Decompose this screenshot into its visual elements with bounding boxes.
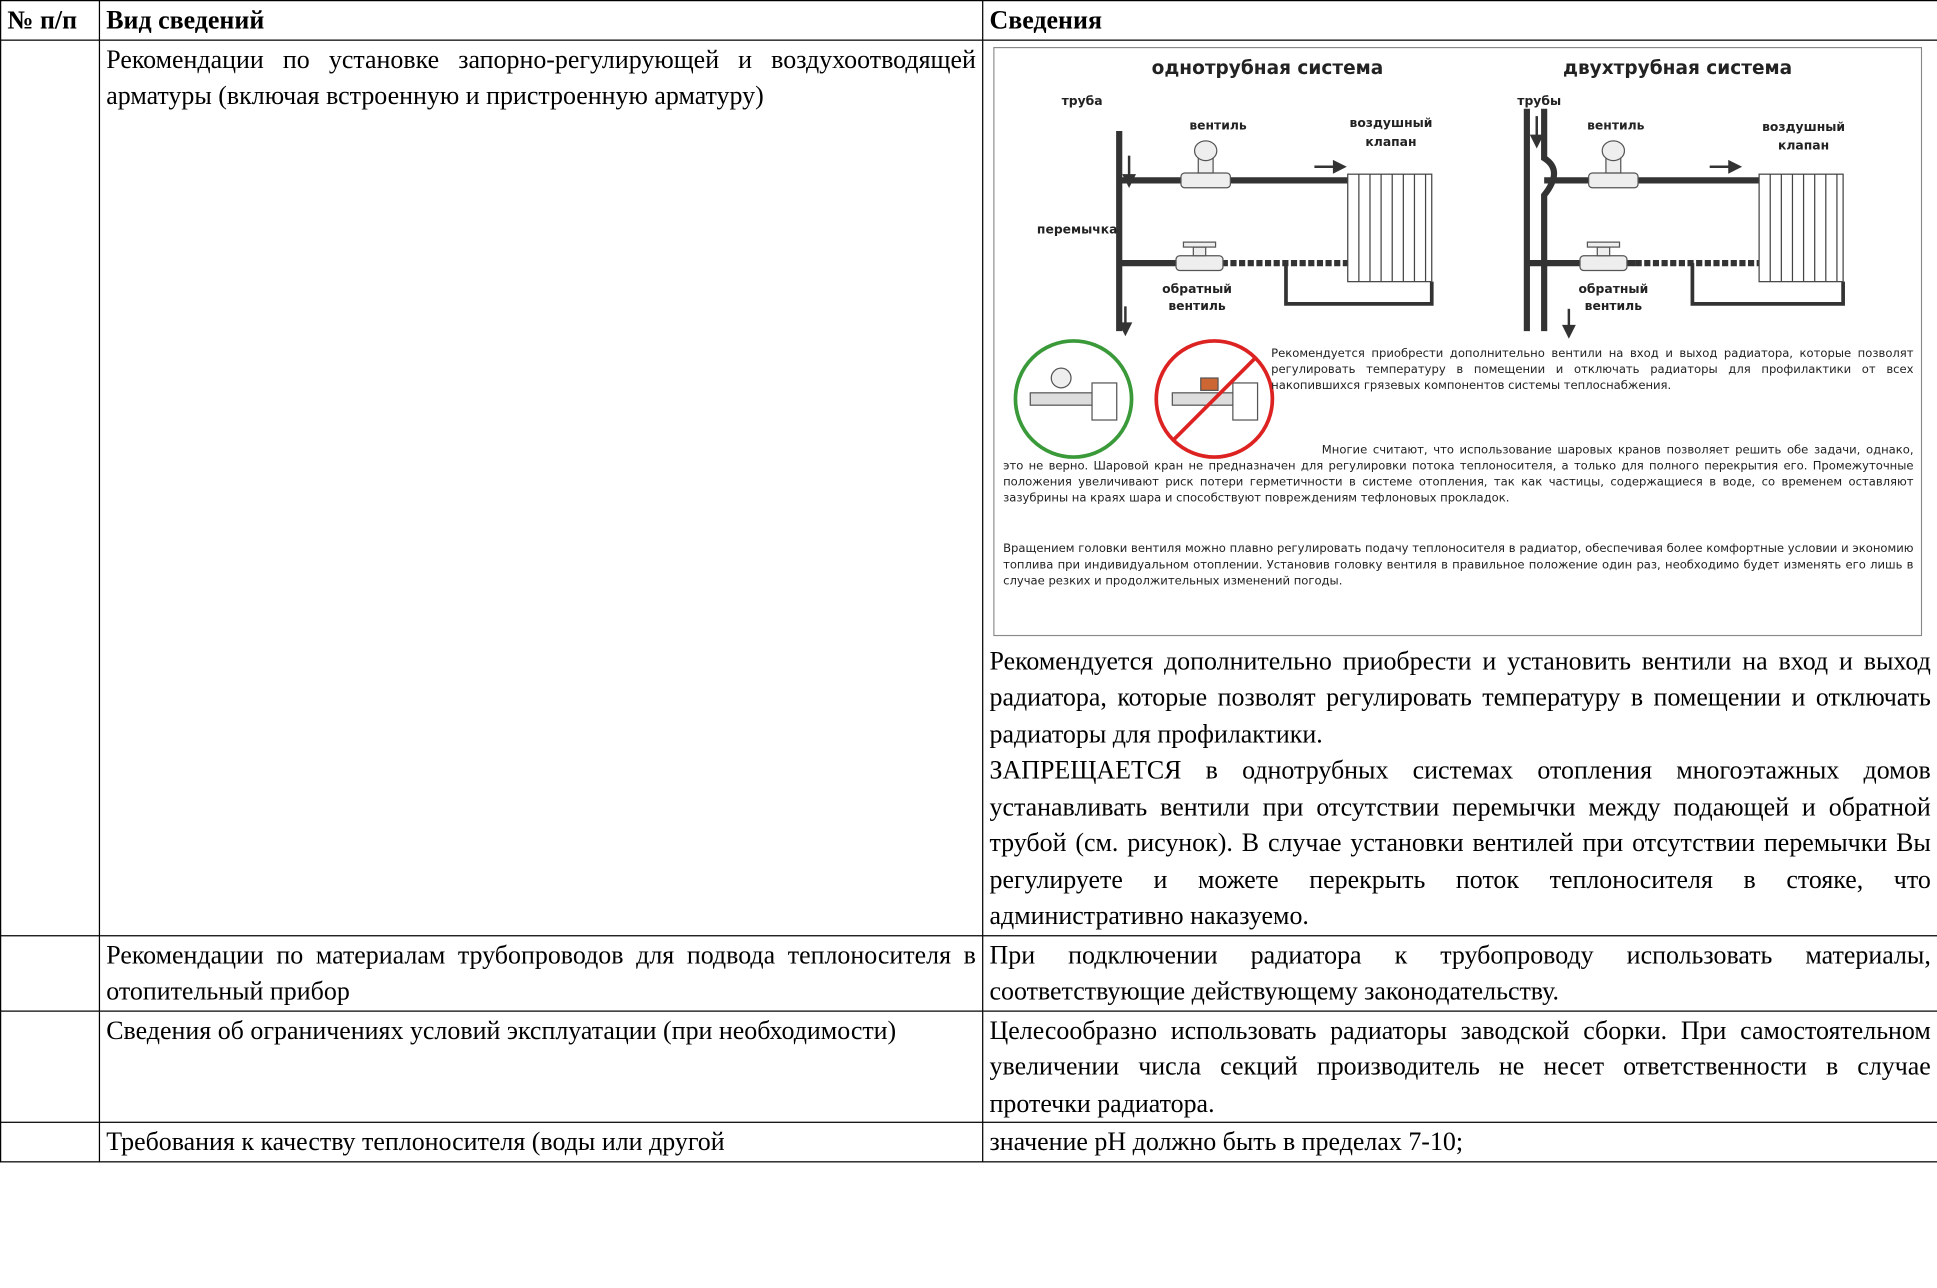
note-block: Многие считают, что использование шаровы… xyxy=(1003,442,1914,505)
number-cell xyxy=(0,934,101,1012)
paragraph: Целесообразно использовать радиаторы зав… xyxy=(989,1014,1931,1118)
diagram-label: вентиль xyxy=(1168,298,1226,312)
number-cell xyxy=(0,38,101,936)
diagram-label: трубы xyxy=(1517,93,1561,107)
number-cell xyxy=(0,1121,101,1162)
diagram-title: однотрубная система xyxy=(1152,58,1384,79)
header-cell: № п/п xyxy=(0,0,101,41)
note: Многие считают, что использование шаровы… xyxy=(1003,442,1914,505)
info-table: № п/п Вид сведений Сведения Рекомендации… xyxy=(0,0,1937,1162)
diagram-label: вентиль xyxy=(1587,118,1645,132)
header-row: № п/п Вид сведений Сведения xyxy=(0,0,1937,41)
details-cell: однотрубная система труба вентиль воздуш… xyxy=(982,38,1937,936)
paragraph: ЗАПРЕЩАЕТСЯ в однотрубных системах отопл… xyxy=(989,754,1931,931)
diagram-frame xyxy=(993,46,1923,636)
note: Рекомендуется приобрести дополнительно в… xyxy=(1271,346,1914,393)
paragraph: значение pH должно быть в пределах 7-10; xyxy=(989,1126,1464,1157)
diagram-label: воздушный xyxy=(1762,119,1845,133)
radiator xyxy=(1347,172,1433,282)
details-cell: значение pH должно быть в пределах 7-10; xyxy=(982,1121,1937,1162)
note-block: Вращением головки вентиля можно плавно р… xyxy=(1003,541,1914,588)
diagram-label: клапан xyxy=(1365,134,1416,148)
diagram-label: обратный xyxy=(1162,281,1232,295)
item-cell: Рекомендации по установке запорно-регули… xyxy=(98,38,984,936)
header-cell: Вид сведений xyxy=(98,0,984,41)
number-cell xyxy=(0,1009,101,1123)
valve xyxy=(1175,139,1232,271)
diagram-label: перемычка xyxy=(1037,222,1118,236)
row: Рекомендации по установке запорно-регули… xyxy=(0,38,1937,936)
diagram-label: вентиль xyxy=(1585,298,1643,312)
diagram-label: вентиль xyxy=(1189,118,1247,132)
arrows xyxy=(1529,115,1743,339)
diagram-title: двухтрубная система xyxy=(1563,58,1792,79)
item-cell: Требования к качеству теплоносителя (вод… xyxy=(98,1121,984,1162)
diagram-label: клапан xyxy=(1778,138,1829,152)
paragraph: Рекомендуется дополнительно приобрести и… xyxy=(989,645,1931,748)
details-cell: Целесообразно использовать радиаторы зав… xyxy=(982,1009,1937,1123)
row: Рекомендации по материалам трубопроводов… xyxy=(0,934,1937,1012)
document: № п/п Вид сведений Сведения Рекомендации… xyxy=(0,0,1937,1162)
item-cell: Сведения об ограничениях условий эксплуа… xyxy=(98,1009,984,1123)
diagram-label: воздушный xyxy=(1350,116,1433,130)
header-cell: Сведения xyxy=(982,0,1937,41)
diagram-label: обратный xyxy=(1578,281,1648,295)
valve xyxy=(1579,139,1639,271)
pipes xyxy=(1116,130,1434,331)
paragraph: При подключении радиатора к трубопроводу… xyxy=(989,939,1931,1006)
details-cell: При подключении радиатора к трубопроводу… xyxy=(982,934,1937,1012)
diagram-label: труба xyxy=(1062,93,1103,107)
arrows xyxy=(1118,155,1347,336)
note-block: Рекомендуется приобрести дополнительно в… xyxy=(1271,346,1914,393)
note: Вращением головки вентиля можно плавно р… xyxy=(1003,541,1914,588)
row: Требования к качеству теплоносителя (вод… xyxy=(0,1121,1937,1162)
row: Сведения об ограничениях условий эксплуа… xyxy=(0,1009,1937,1123)
item-cell: Рекомендации по материалам трубопроводов… xyxy=(98,934,984,1012)
allowed-icon xyxy=(1013,338,1134,459)
radiator xyxy=(1758,172,1844,282)
diagram: однотрубная система труба вентиль воздуш… xyxy=(993,46,1923,636)
forbidden-icon xyxy=(1154,338,1275,459)
